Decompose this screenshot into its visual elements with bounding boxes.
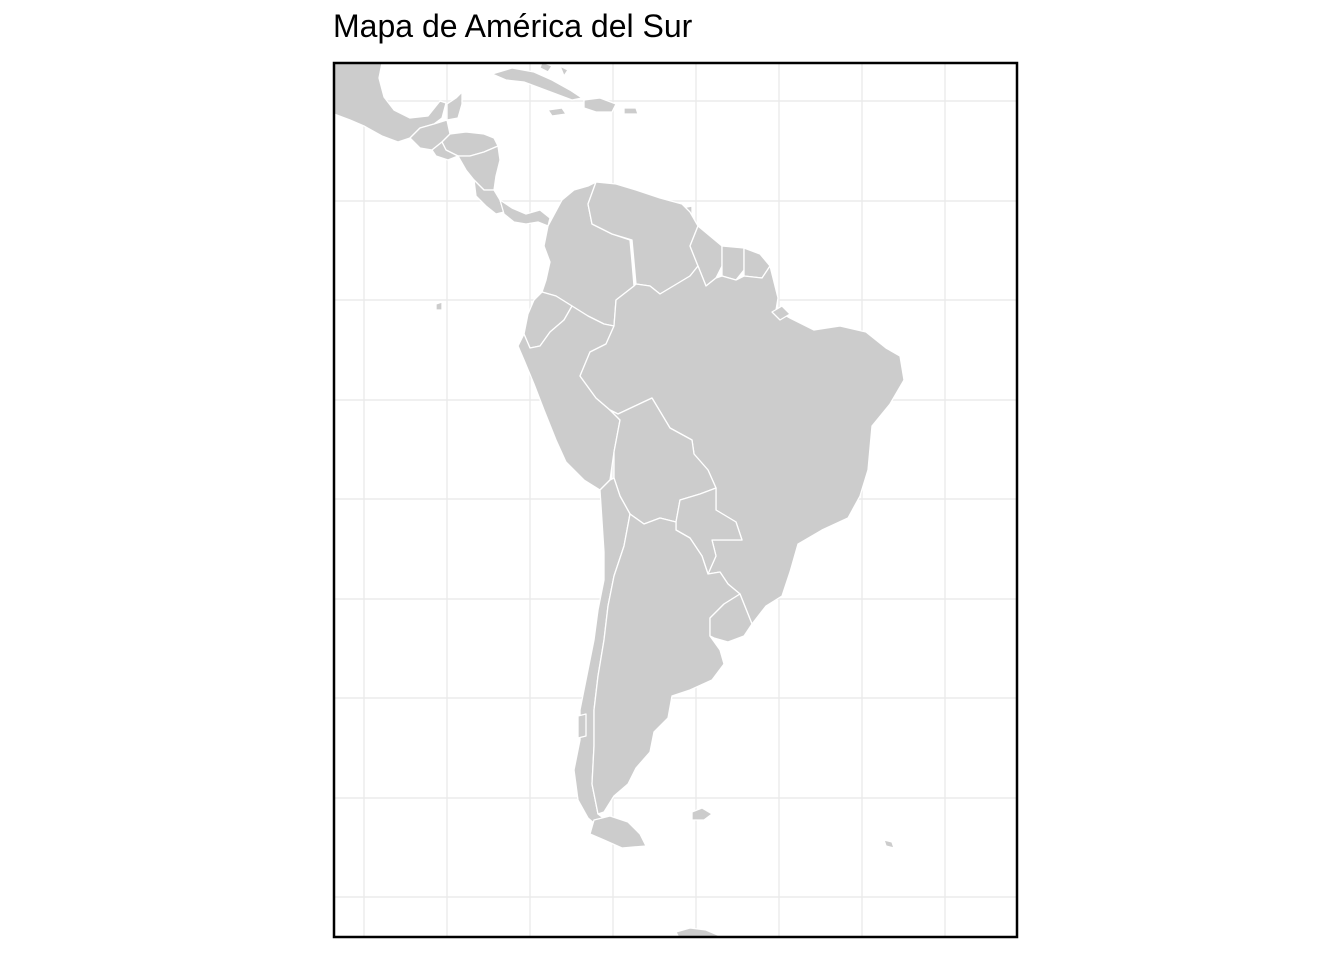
island-puerto-rico[interactable] — [623, 107, 639, 115]
island-marajo[interactable] — [771, 305, 791, 321]
island-south-georgia[interactable] — [883, 839, 895, 849]
island-tierra-del-fuego[interactable] — [589, 815, 647, 849]
country-argentina[interactable] — [591, 513, 741, 815]
island-cuba[interactable] — [491, 67, 583, 101]
island-jamaica[interactable] — [547, 107, 567, 117]
island-chiloe[interactable] — [577, 713, 587, 739]
island-bahamas[interactable] — [539, 62, 569, 77]
map-frame — [332, 61, 1019, 939]
map-title: Mapa de América del Sur — [333, 8, 693, 44]
island-hispaniola[interactable] — [583, 97, 617, 113]
country-suriname[interactable] — [721, 245, 745, 281]
country-mexico[interactable] — [334, 63, 447, 143]
island-galapagos[interactable] — [435, 301, 443, 311]
country-uruguay[interactable] — [709, 593, 753, 643]
country-nicaragua[interactable] — [457, 145, 501, 191]
island-falklands[interactable] — [691, 807, 713, 821]
